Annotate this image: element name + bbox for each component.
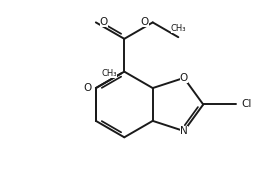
Text: O: O: [141, 17, 149, 27]
Text: N: N: [180, 126, 188, 136]
Text: O: O: [84, 83, 92, 93]
Text: CH₃: CH₃: [102, 69, 117, 78]
Text: O: O: [180, 73, 188, 83]
Text: O: O: [100, 17, 108, 27]
Text: Cl: Cl: [241, 99, 252, 109]
Text: CH₃: CH₃: [170, 24, 186, 33]
